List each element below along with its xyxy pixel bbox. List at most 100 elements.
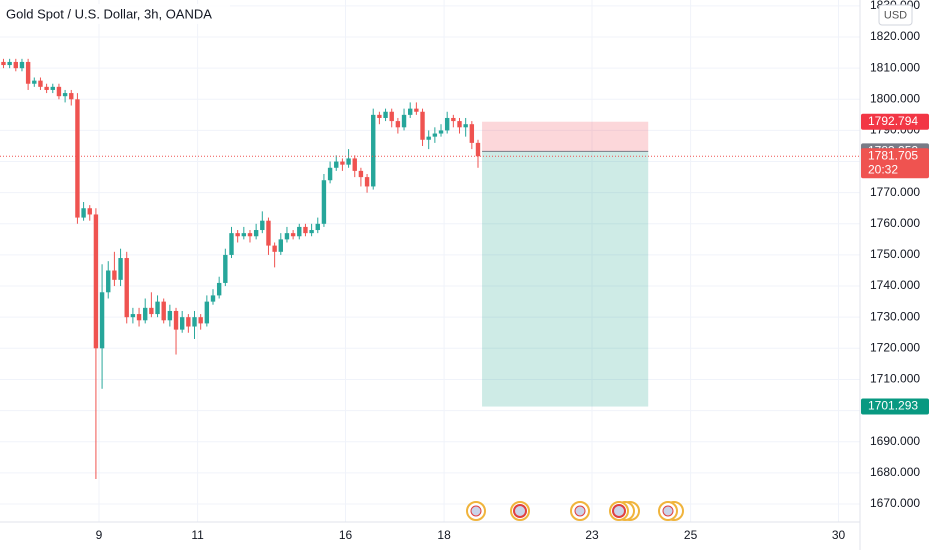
candle-body (408, 108, 413, 115)
candle-body (143, 307, 148, 321)
candle-body (272, 245, 277, 252)
candle-body (161, 301, 166, 321)
candle-body (149, 307, 154, 315)
candle-body (50, 86, 55, 90)
candle-body (210, 295, 216, 302)
candle-body (223, 254, 228, 283)
candle-body (7, 61, 12, 66)
stop-label: 1792.794 (868, 114, 918, 128)
candle-body (56, 86, 62, 97)
candle-body (426, 136, 431, 140)
candle-body (99, 292, 105, 349)
y-tick-label: 1770.000 (870, 185, 920, 199)
candle-body (432, 133, 438, 137)
y-tick-label: 1740.000 (870, 278, 920, 292)
candle-body (389, 111, 394, 122)
candle-body (278, 239, 283, 252)
event-icon[interactable] (658, 501, 684, 521)
candle-body (327, 167, 333, 181)
target-label: 1701.293 (868, 399, 918, 413)
event-icon[interactable] (570, 501, 590, 521)
candle-body (358, 170, 364, 178)
event-icon[interactable] (510, 501, 530, 521)
candle-body (155, 301, 160, 315)
countdown-label: 20:32 (868, 162, 898, 176)
candle-body (93, 214, 99, 349)
candle-body (371, 114, 376, 187)
candle-body (216, 282, 222, 296)
stop-tag (861, 113, 929, 130)
last-price-tag (861, 148, 929, 179)
stop-zone (482, 121, 649, 152)
candle-body (44, 86, 49, 90)
candle-body (106, 270, 111, 293)
candle-body (253, 230, 259, 237)
candle-body (81, 208, 86, 218)
candle-body (19, 61, 25, 69)
y-tick-label: 1760.000 (870, 216, 920, 230)
y-tick-label: 1730.000 (870, 309, 920, 323)
candle-body (87, 208, 92, 215)
candle-body (130, 314, 136, 318)
candle-body (438, 130, 444, 134)
title-bg (0, 4, 230, 24)
candle-body (167, 310, 173, 321)
candle-body (321, 180, 327, 224)
candle-body (364, 177, 370, 187)
events (466, 501, 684, 521)
candle-body (229, 233, 234, 255)
candle-body (260, 220, 265, 231)
candle-body (420, 111, 425, 140)
candle-body (25, 61, 31, 84)
candle-body (297, 226, 302, 237)
candle-body (346, 158, 351, 165)
candle-body (173, 310, 179, 330)
price-axis-bg (860, 0, 932, 550)
candle-body (62, 93, 68, 97)
last-price-label: 1781.705 (868, 148, 918, 162)
candle-body (395, 121, 401, 128)
currency-label: USD (884, 9, 907, 21)
x-tick-label: 30 (832, 528, 846, 542)
candle-body (401, 114, 407, 128)
y-tick-label: 1710.000 (870, 372, 920, 386)
candle-body (32, 80, 37, 84)
candle-body (309, 230, 314, 234)
x-tick-label: 25 (684, 528, 698, 542)
candle-body (69, 93, 74, 100)
x-tick-label: 9 (96, 528, 103, 542)
candle-body (451, 117, 456, 122)
candle-body (414, 108, 419, 112)
candle-body (340, 161, 345, 165)
candle-body (469, 124, 475, 143)
candle-body (192, 317, 197, 327)
y-tick-label: 1800.000 (870, 91, 920, 105)
y-tick-label: 1680.000 (870, 465, 920, 479)
candle-body (290, 233, 296, 237)
target-tag (861, 398, 929, 415)
event-icon[interactable] (466, 501, 486, 521)
x-tick-label: 11 (191, 528, 204, 542)
candle-body (186, 317, 191, 327)
y-tick-label: 1810.000 (870, 60, 920, 74)
chart-title: Gold Spot / U.S. Dollar, 3h, OANDA (6, 6, 212, 21)
candle-body (284, 233, 290, 240)
candle-body (136, 314, 142, 321)
candle-body (303, 226, 308, 234)
y-tick-label: 1820.000 (870, 29, 920, 43)
y-tick-label: 1690.000 (870, 434, 920, 448)
candle-body (204, 301, 210, 324)
candle-body (118, 258, 123, 280)
candle-body (241, 233, 247, 237)
event-icon[interactable] (609, 501, 640, 521)
candle-body (266, 220, 271, 246)
currency-button[interactable] (878, 4, 913, 26)
candle-body (247, 233, 253, 237)
x-tick-label: 18 (437, 528, 451, 542)
candle-body (198, 317, 203, 324)
candle-body (315, 223, 320, 231)
axes: 1670.0001680.0001690.0001700.0001710.000… (96, 0, 929, 542)
candle-body (75, 99, 80, 218)
